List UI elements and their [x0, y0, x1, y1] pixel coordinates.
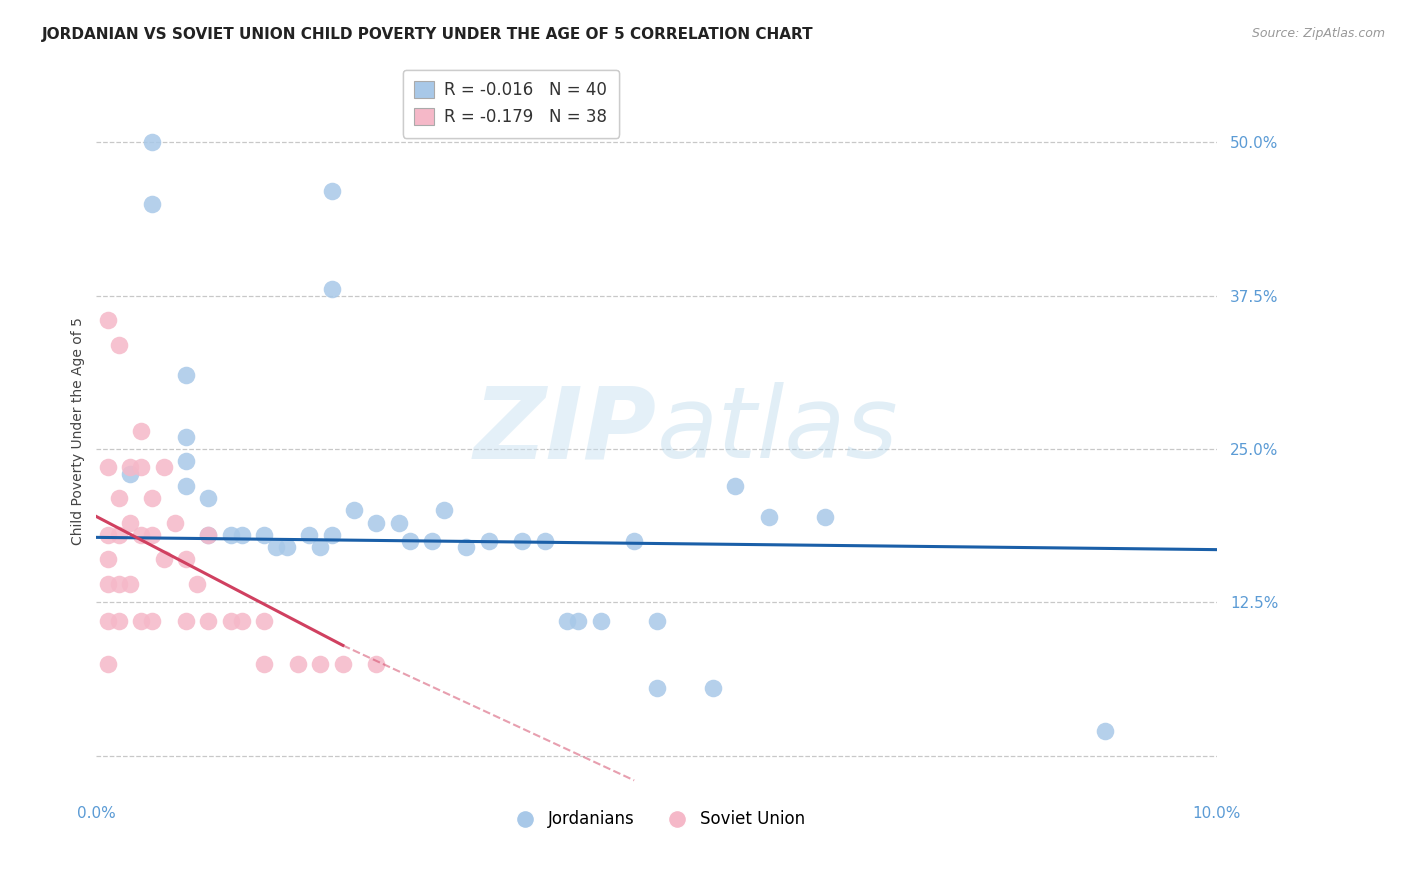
Y-axis label: Child Poverty Under the Age of 5: Child Poverty Under the Age of 5	[72, 317, 86, 544]
Point	[174, 430, 197, 444]
Point	[533, 534, 555, 549]
Point	[724, 479, 747, 493]
Point	[456, 540, 478, 554]
Point	[129, 614, 152, 628]
Point	[129, 460, 152, 475]
Point	[422, 534, 444, 549]
Point	[141, 196, 163, 211]
Point	[399, 534, 422, 549]
Point	[96, 614, 118, 628]
Point	[197, 528, 219, 542]
Point	[298, 528, 321, 542]
Point	[510, 534, 533, 549]
Point	[186, 577, 208, 591]
Text: ZIP: ZIP	[474, 382, 657, 479]
Point	[309, 657, 332, 671]
Point	[197, 528, 219, 542]
Point	[96, 577, 118, 591]
Point	[231, 614, 253, 628]
Point	[321, 184, 343, 198]
Point	[1094, 724, 1116, 739]
Point	[219, 528, 242, 542]
Point	[141, 135, 163, 149]
Text: atlas: atlas	[657, 382, 898, 479]
Point	[107, 337, 129, 351]
Text: Source: ZipAtlas.com: Source: ZipAtlas.com	[1251, 27, 1385, 40]
Point	[555, 614, 578, 628]
Point	[366, 516, 388, 530]
Point	[758, 509, 780, 524]
Point	[309, 540, 332, 554]
Text: JORDANIAN VS SOVIET UNION CHILD POVERTY UNDER THE AGE OF 5 CORRELATION CHART: JORDANIAN VS SOVIET UNION CHILD POVERTY …	[42, 27, 814, 42]
Point	[219, 614, 242, 628]
Point	[197, 614, 219, 628]
Point	[96, 313, 118, 327]
Point	[141, 491, 163, 505]
Point	[152, 460, 174, 475]
Point	[253, 528, 276, 542]
Point	[253, 614, 276, 628]
Point	[96, 528, 118, 542]
Point	[96, 460, 118, 475]
Point	[174, 368, 197, 383]
Point	[253, 657, 276, 671]
Point	[264, 540, 287, 554]
Point	[107, 491, 129, 505]
Point	[174, 454, 197, 468]
Point	[814, 509, 837, 524]
Point	[276, 540, 298, 554]
Point	[152, 552, 174, 566]
Point	[567, 614, 589, 628]
Point	[107, 614, 129, 628]
Point	[645, 614, 668, 628]
Point	[702, 681, 724, 696]
Point	[174, 614, 197, 628]
Point	[129, 424, 152, 438]
Point	[118, 467, 141, 481]
Point	[623, 534, 645, 549]
Point	[343, 503, 366, 517]
Point	[96, 657, 118, 671]
Point	[287, 657, 309, 671]
Point	[118, 577, 141, 591]
Point	[433, 503, 456, 517]
Point	[174, 552, 197, 566]
Point	[388, 516, 411, 530]
Point	[645, 681, 668, 696]
Point	[477, 534, 499, 549]
Point	[321, 528, 343, 542]
Point	[321, 282, 343, 296]
Point	[366, 657, 388, 671]
Point	[107, 528, 129, 542]
Point	[118, 516, 141, 530]
Point	[118, 460, 141, 475]
Point	[129, 528, 152, 542]
Point	[589, 614, 612, 628]
Legend: Jordanians, Soviet Union: Jordanians, Soviet Union	[502, 804, 811, 835]
Point	[107, 577, 129, 591]
Point	[197, 491, 219, 505]
Point	[141, 528, 163, 542]
Point	[141, 614, 163, 628]
Point	[163, 516, 186, 530]
Point	[174, 479, 197, 493]
Point	[332, 657, 354, 671]
Point	[96, 552, 118, 566]
Point	[231, 528, 253, 542]
